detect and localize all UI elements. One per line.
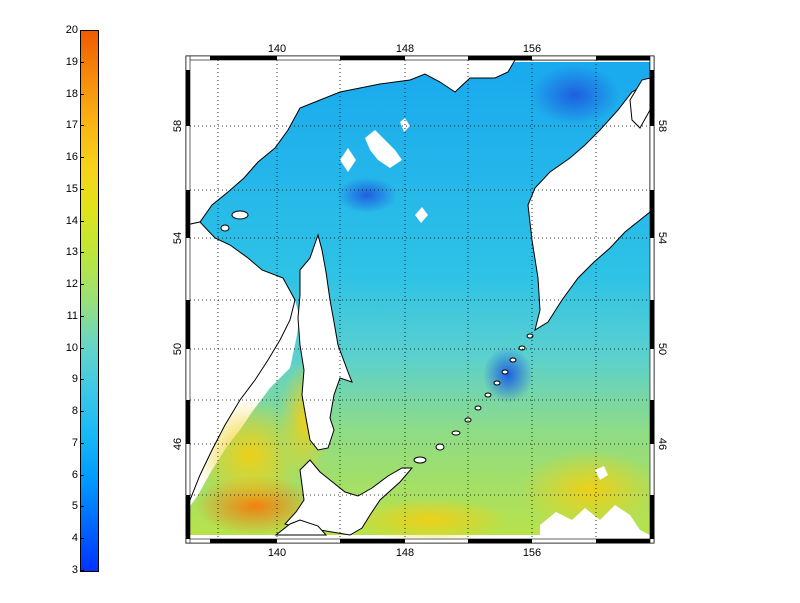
colorbar-tick — [80, 157, 84, 159]
colorbar-tick — [80, 252, 84, 254]
colorbar-label-13: 13 — [65, 246, 78, 259]
colorbar-label-9: 9 — [71, 373, 78, 386]
cold-spot-northeast — [530, 65, 620, 125]
lon-labels-bottom: 140 148 156 — [268, 547, 541, 559]
lat-label-right-46: 46 — [656, 438, 668, 450]
lat-label-left-46: 46 — [172, 438, 184, 450]
colorbar-tick — [80, 538, 84, 540]
colorbar-label-3: 3 — [71, 564, 78, 576]
lat-label-left-58: 58 — [172, 120, 184, 132]
colorbar-tick — [80, 93, 84, 95]
cold-spot-north — [337, 177, 397, 213]
cold-spot-kuril — [483, 347, 533, 403]
colorbar-label-6: 6 — [71, 468, 78, 481]
lat-label-left-50: 50 — [172, 343, 184, 355]
colorbar-label-20: 20 — [65, 24, 78, 36]
colorbar-tick — [80, 570, 84, 571]
lat-labels-right: 58 54 50 46 — [656, 120, 668, 450]
land-honshu — [274, 519, 328, 536]
small-islands-west — [220, 210, 249, 232]
colorbar-tick — [80, 506, 84, 508]
colorbar-label-19: 19 — [65, 55, 78, 68]
colorbar-tick — [80, 474, 84, 476]
colorbar-tick — [80, 220, 84, 222]
colorbar-tick — [80, 188, 84, 190]
lon-label-top-140: 140 — [268, 43, 286, 55]
missing-data-patches — [340, 118, 650, 535]
colorbar-label-14: 14 — [65, 214, 78, 227]
colorbar-label-16: 16 — [65, 151, 78, 164]
colorbar-label-10: 10 — [65, 341, 78, 354]
colorbar-tick — [80, 61, 84, 63]
warm-patch-southeast — [350, 498, 510, 542]
lat-label-right-54: 54 — [656, 232, 668, 244]
colorbar-tick — [80, 284, 84, 286]
land-mainland-west — [186, 221, 296, 506]
colorbar-label-18: 18 — [65, 87, 78, 100]
colorbar-tick — [80, 411, 84, 413]
colorbar-label-8: 8 — [71, 405, 78, 418]
colorbar-tick — [80, 442, 84, 444]
land-northern-coast — [186, 56, 654, 226]
lon-label-top-148: 148 — [396, 43, 414, 55]
colorbar-tick — [80, 379, 84, 381]
lat-label-right-50: 50 — [656, 343, 668, 355]
land-sakhalin — [297, 233, 353, 451]
kuril-islands — [413, 333, 534, 464]
colorbar-label-4: 4 — [71, 532, 78, 545]
colorbar-label-17: 17 — [65, 119, 78, 132]
lon-label-top-156: 156 — [523, 43, 541, 55]
colorbar-tick — [80, 315, 84, 317]
colorbar-label-11: 11 — [66, 309, 78, 322]
map-data-layer — [186, 56, 654, 542]
colorbar-tick — [80, 30, 84, 31]
colorbar-tick — [80, 125, 84, 127]
colorbar-tick — [80, 347, 84, 349]
lat-label-right-58: 58 — [656, 120, 668, 132]
colorbar-label-7: 7 — [71, 436, 78, 449]
colorbar-label-5: 5 — [71, 500, 78, 513]
colorbar — [80, 30, 99, 572]
lat-label-left-54: 54 — [172, 232, 184, 244]
colorbar-label-12: 12 — [65, 278, 78, 291]
colorbar-label-15: 15 — [65, 182, 78, 195]
land-kamchatka — [527, 60, 651, 332]
lon-label-bottom-148: 148 — [396, 547, 414, 559]
lon-labels-top: 140 148 156 — [268, 43, 541, 55]
map-frame — [185, 55, 655, 544]
lon-label-bottom-140: 140 — [268, 547, 286, 559]
lon-label-bottom-156: 156 — [523, 547, 541, 559]
lat-labels-left: 58 54 50 46 — [172, 120, 184, 450]
